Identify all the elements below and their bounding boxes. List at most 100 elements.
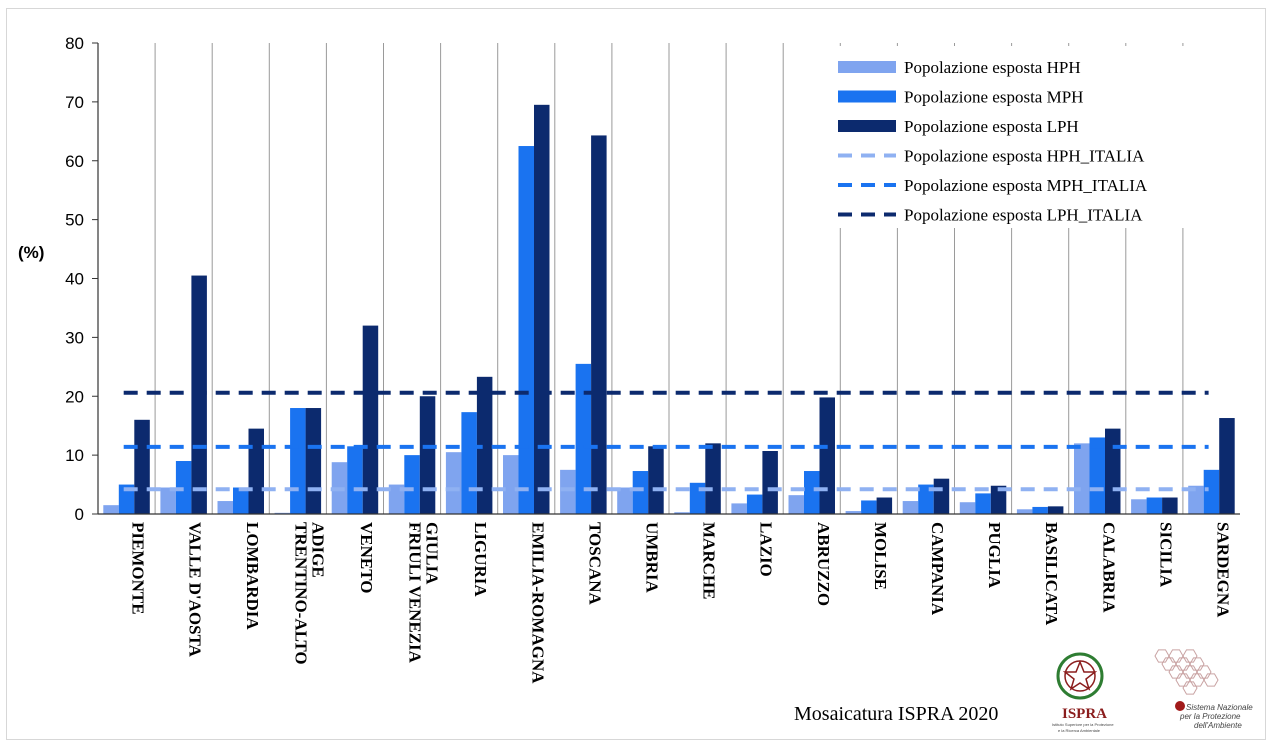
bar-hph (902, 501, 919, 514)
category-label: FRIULI VENEZIA (406, 522, 425, 664)
bar-mph (118, 484, 135, 514)
bar-lph (819, 397, 835, 514)
hexagon-cell (1154, 649, 1170, 663)
category-label: BASILICATA (1042, 522, 1061, 626)
bar-hph (617, 487, 633, 514)
ispra-logo-subtitle-1: Istituto Superiore per la Protezione (1052, 722, 1114, 727)
legend-label: Popolazione esposta HPH (904, 58, 1081, 77)
bar-lph (134, 419, 150, 514)
hexagon-cell (1189, 673, 1205, 687)
category-label: UMBRIA (642, 522, 661, 594)
category-label: MARCHE (700, 522, 719, 599)
hexagon-cell (1175, 673, 1191, 687)
bar-mph (290, 408, 306, 514)
bar-lph (305, 408, 322, 514)
snpa-logo-line-2: per la Protezione (1179, 712, 1241, 721)
legend-swatch (838, 120, 896, 132)
category-labels: PIEMONTE VALLE D'AOSTA LOMBARDIA TRENTINO-A… (129, 522, 1233, 684)
category-label: LAZIO (757, 522, 776, 577)
bar-lph (1105, 428, 1121, 514)
bar-hph (503, 455, 519, 514)
legend-label: Popolazione esposta MPH_ITALIA (904, 176, 1148, 195)
bar-hph (217, 501, 233, 514)
bar-mph (461, 412, 477, 514)
bar-lph (362, 325, 379, 514)
y-axis-unit-label: (%) (18, 243, 44, 262)
category-label: CAMPANIA (928, 522, 947, 616)
y-tick-label: 20 (65, 387, 84, 406)
y-tick-label: 70 (65, 93, 84, 112)
bar-hph (560, 469, 576, 514)
bar-lph (476, 376, 493, 514)
bar-lph (248, 428, 264, 514)
y-tick-label: 40 (65, 270, 84, 289)
hexagon-cell (1189, 657, 1205, 671)
snpa-hexagon-pattern (1154, 649, 1219, 695)
bar-lph (534, 104, 550, 514)
snpa-logo: Sistema Nazionale per la Protezione dell… (1154, 649, 1253, 730)
category-label: TOSCANA (585, 522, 604, 606)
category-label: SICILIA (1156, 522, 1175, 588)
ispra-logo-text: ISPRA (1062, 706, 1107, 722)
category-label: PUGLIA (985, 522, 1004, 589)
y-tick-label: 60 (65, 152, 84, 171)
bar-lph (591, 135, 607, 514)
bar-hph (731, 503, 747, 514)
category-label: PIEMONTE (129, 522, 148, 615)
bar-mph (233, 487, 249, 514)
snpa-logo-line-3: dell'Ambiente (1194, 721, 1242, 730)
hexagon-cell (1182, 681, 1198, 695)
y-tick-label: 30 (65, 328, 84, 347)
hexagon-cell (1161, 657, 1177, 671)
bar-mph (518, 146, 534, 514)
legend-label: Popolazione esposta LPH (904, 117, 1079, 136)
category-label: VALLE D'AOSTA (186, 522, 205, 658)
category-label: LIGURIA (471, 522, 490, 597)
bar-mph (632, 471, 649, 514)
hexagon-cell (1203, 673, 1219, 687)
legend-background (826, 46, 1216, 228)
bar-mph (1203, 469, 1220, 514)
y-tick-label: 10 (65, 446, 84, 465)
category-label: EMILIA-ROMAGNA (528, 522, 547, 684)
bar-lph (1219, 418, 1235, 514)
legend-label: Popolazione esposta LPH_ITALIA (904, 206, 1143, 225)
bar-mph (347, 446, 363, 514)
bar-lph (705, 443, 721, 514)
bar-hph (445, 452, 462, 514)
y-tick-label: 80 (65, 34, 84, 53)
bar-lph (191, 275, 207, 514)
hexagon-cell (1168, 649, 1184, 663)
legend-swatch (838, 90, 896, 103)
hexagon-cell (1168, 665, 1184, 679)
bar-hph (388, 484, 405, 514)
y-tick-label: 0 (75, 505, 84, 524)
bar-hph (788, 495, 804, 514)
bar-hph (103, 505, 119, 514)
legend-label: Popolazione esposta HPH_ITALIA (904, 147, 1145, 166)
hexagon-cell (1182, 649, 1198, 663)
category-label: ADIGE (308, 522, 327, 578)
bar-mph (575, 363, 592, 514)
ispra-logo: ISPRA Istituto Superiore per la Protezio… (1052, 652, 1114, 733)
bar-lph (990, 485, 1007, 514)
bar-hph (1016, 509, 1033, 514)
hexagon-cell (1175, 657, 1191, 671)
bar-lph (876, 497, 893, 514)
bar-hph (1188, 485, 1204, 514)
bar-hph (674, 512, 690, 514)
category-label: MOLISE (871, 522, 890, 590)
hexagon-cell (1196, 665, 1212, 679)
bar-mph (861, 500, 877, 514)
category-label: TRENTINO-ALTO (291, 522, 310, 665)
category-label: VENETO (357, 522, 376, 594)
bar-hph (1131, 499, 1147, 514)
bar-hph (1074, 443, 1090, 514)
bar-lph (419, 396, 436, 514)
category-label: ABRUZZO (814, 522, 833, 606)
credit-text: Mosaicatura ISPRA 2020 (794, 703, 998, 725)
bar-hph (160, 487, 176, 514)
bar-mph (804, 471, 820, 514)
category-label: CALABRIA (1099, 522, 1118, 613)
